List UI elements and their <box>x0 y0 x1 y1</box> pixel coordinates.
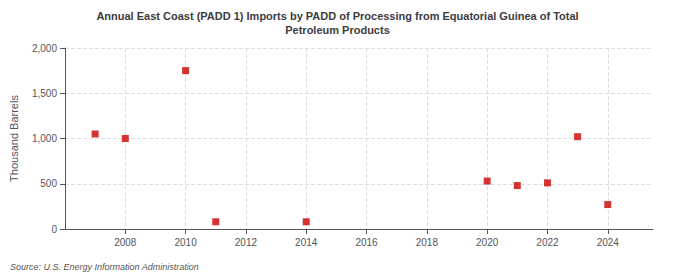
svg-text:2024: 2024 <box>597 237 620 248</box>
svg-text:500: 500 <box>40 178 57 189</box>
svg-text:2018: 2018 <box>416 237 439 248</box>
svg-text:2014: 2014 <box>295 237 318 248</box>
svg-text:Source: U.S. Energy Informatio: Source: U.S. Energy Information Administ… <box>10 262 199 272</box>
svg-text:2008: 2008 <box>114 237 137 248</box>
svg-text:Annual East Coast (PADD 1) Imp: Annual East Coast (PADD 1) Imports by PA… <box>96 10 578 22</box>
svg-text:0: 0 <box>51 224 57 235</box>
svg-text:2012: 2012 <box>235 237 258 248</box>
svg-text:2020: 2020 <box>476 237 499 248</box>
svg-text:Petroleum Products: Petroleum Products <box>285 24 390 36</box>
svg-text:Thousand Barrels: Thousand Barrels <box>8 95 20 182</box>
svg-text:2010: 2010 <box>174 237 197 248</box>
svg-text:1,000: 1,000 <box>32 133 57 144</box>
svg-text:2022: 2022 <box>536 237 559 248</box>
svg-text:1,500: 1,500 <box>32 88 57 99</box>
svg-text:2016: 2016 <box>355 237 378 248</box>
svg-text:2,000: 2,000 <box>32 43 57 54</box>
